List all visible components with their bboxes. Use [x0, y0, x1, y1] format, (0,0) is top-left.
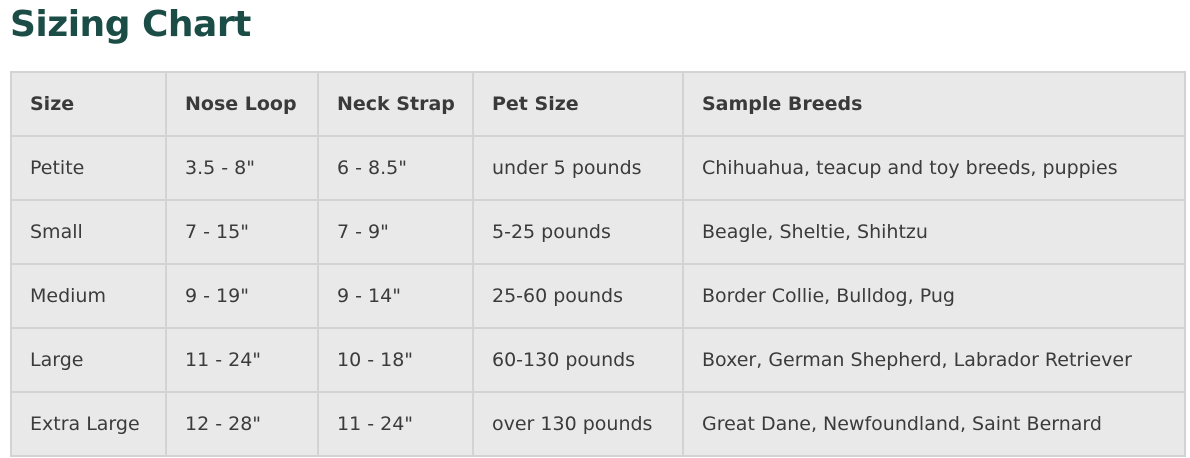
table-cell: 6 - 8.5" — [317, 135, 474, 201]
table-cell: 3.5 - 8" — [165, 135, 319, 201]
table-cell: over 130 pounds — [472, 391, 684, 457]
table-cell: 25-60 pounds — [472, 263, 684, 329]
column-header: Size — [10, 71, 167, 137]
table-cell: 11 - 24" — [317, 391, 474, 457]
column-header: Nose Loop — [165, 71, 319, 137]
table-row: Extra Large 12 - 28" 11 - 24" over 130 poun… — [10, 391, 1186, 457]
column-header: Sample Breeds — [682, 71, 1186, 137]
sizing-table: Size Nose Loop Neck Strap Pet Size Sample Br… — [10, 71, 1186, 457]
table-row: Medium 9 - 19" 9 - 14" 25-60 pounds Border C… — [10, 263, 1186, 329]
table-cell: 10 - 18" — [317, 327, 474, 393]
table-cell: 9 - 14" — [317, 263, 474, 329]
table-cell: 5-25 pounds — [472, 199, 684, 265]
column-header: Pet Size — [472, 71, 684, 137]
table-cell: 12 - 28" — [165, 391, 319, 457]
table-cell: Beagle, Sheltie, Shihtzu — [682, 199, 1186, 265]
table-cell: 11 - 24" — [165, 327, 319, 393]
column-header: Neck Strap — [317, 71, 474, 137]
table-cell: Border Collie, Bulldog, Pug — [682, 263, 1186, 329]
table-cell: Chihuahua, teacup and toy breeds, puppie… — [682, 135, 1186, 201]
table-row: Small 7 - 15" 7 - 9" 5-25 pounds Beagle, She… — [10, 199, 1186, 265]
table-row: Petite 3.5 - 8" 6 - 8.5" under 5 pounds Chih… — [10, 135, 1186, 201]
table-cell: Boxer, German Shepherd, Labrador Retriev… — [682, 327, 1186, 393]
page-title: Sizing Chart — [10, 4, 251, 45]
table-cell: 7 - 9" — [317, 199, 474, 265]
table-cell: Extra Large — [10, 391, 167, 457]
table-cell: 9 - 19" — [165, 263, 319, 329]
header-row: Size Nose Loop Neck Strap Pet Size Sample Br… — [10, 71, 1186, 137]
table-cell: under 5 pounds — [472, 135, 684, 201]
table-row: Large 11 - 24" 10 - 18" 60-130 pounds Boxer,… — [10, 327, 1186, 393]
table-cell: 60-130 pounds — [472, 327, 684, 393]
table-cell: Medium — [10, 263, 167, 329]
table-cell: Great Dane, Newfoundland, Saint Bernard — [682, 391, 1186, 457]
table-cell: 7 - 15" — [165, 199, 319, 265]
table-cell: Small — [10, 199, 167, 265]
table-cell: Petite — [10, 135, 167, 201]
table-cell: Large — [10, 327, 167, 393]
